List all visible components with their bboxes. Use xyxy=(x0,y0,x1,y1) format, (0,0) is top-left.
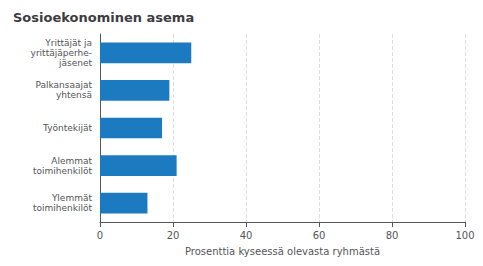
svg-text:Ylemmät: Ylemmät xyxy=(51,193,93,203)
svg-text:yhtensä: yhtensä xyxy=(56,90,92,100)
svg-text:0: 0 xyxy=(97,230,103,241)
svg-text:60: 60 xyxy=(313,230,326,241)
svg-text:Työntekijät: Työntekijät xyxy=(42,123,92,133)
svg-text:jäsenet: jäsenet xyxy=(58,58,92,68)
svg-text:toimihenkilöt: toimihenkilöt xyxy=(33,166,92,176)
svg-text:100: 100 xyxy=(455,230,474,241)
svg-text:80: 80 xyxy=(386,230,399,241)
svg-text:Alemmat: Alemmat xyxy=(51,156,92,166)
svg-text:toimihenkilöt: toimihenkilöt xyxy=(33,203,92,213)
svg-text:20: 20 xyxy=(167,230,180,241)
svg-text:40: 40 xyxy=(240,230,253,241)
svg-text:Palkansaajat: Palkansaajat xyxy=(35,80,92,90)
svg-text:Prosenttia kyseessä olevasta r: Prosenttia kyseessä olevasta ryhmästä xyxy=(185,246,380,257)
svg-text:yrittäjäperhe-: yrittäjäperhe- xyxy=(31,48,92,58)
svg-text:Sosioekonominen asema: Sosioekonominen asema xyxy=(13,10,194,25)
svg-text:Yrittäjät ja: Yrittäjät ja xyxy=(44,38,92,48)
